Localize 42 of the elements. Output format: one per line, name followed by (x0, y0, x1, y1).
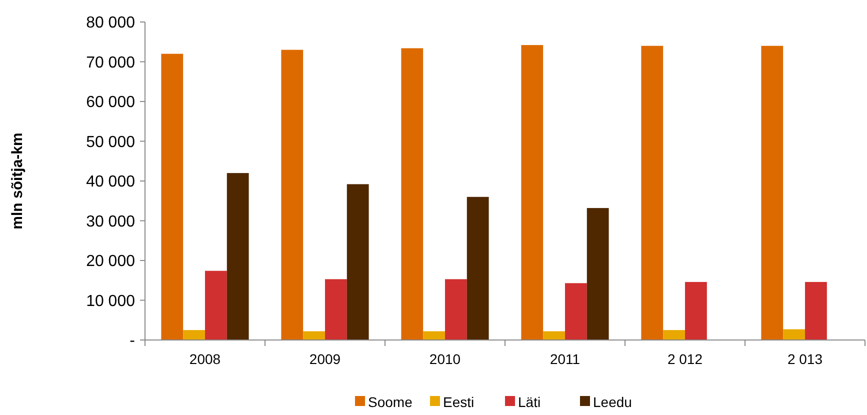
bar (183, 330, 205, 340)
bar (401, 48, 424, 340)
y-tick-label: 10 000 (86, 292, 136, 310)
legend-label: Läti (518, 394, 541, 410)
bar (586, 208, 609, 340)
bar (303, 331, 325, 340)
bar (543, 331, 565, 340)
y-axis-title: mln sõitja-km (9, 132, 26, 230)
bar (346, 184, 369, 340)
y-tick-label: 80 000 (86, 14, 136, 32)
x-tick-label: 2 013 (787, 351, 823, 367)
x-tick-label: 2008 (189, 351, 221, 367)
y-tick-label: 30 000 (86, 213, 136, 230)
bar (445, 279, 467, 340)
y-tick-label: 40 000 (86, 174, 136, 191)
bar (805, 282, 827, 340)
bar (641, 46, 664, 340)
y-tick-label: 70 000 (86, 54, 136, 72)
bar (281, 50, 304, 340)
y-tick-label: - (130, 332, 135, 350)
bar (761, 46, 784, 340)
x-tick-label: 2011 (550, 351, 580, 367)
x-tick-label: 2 012 (667, 351, 703, 367)
bar (325, 279, 347, 340)
bar (783, 329, 805, 340)
legend-label: Eesti (443, 394, 474, 410)
y-tick-label: 60 000 (86, 94, 136, 112)
bar (663, 330, 685, 340)
x-tick-label: 2010 (429, 351, 461, 367)
legend-label: Leedu (593, 394, 632, 410)
bar (161, 54, 184, 340)
bar (423, 331, 445, 340)
legend-label: Soome (368, 394, 413, 410)
y-tick-label: 50 000 (86, 134, 136, 151)
x-tick-label: 2009 (309, 351, 341, 367)
bar (521, 45, 544, 340)
y-tick-label: 20 000 (86, 253, 136, 270)
bar (565, 283, 587, 340)
bar (226, 173, 249, 340)
bar (466, 196, 489, 340)
bar (205, 270, 227, 340)
bar (685, 282, 707, 340)
